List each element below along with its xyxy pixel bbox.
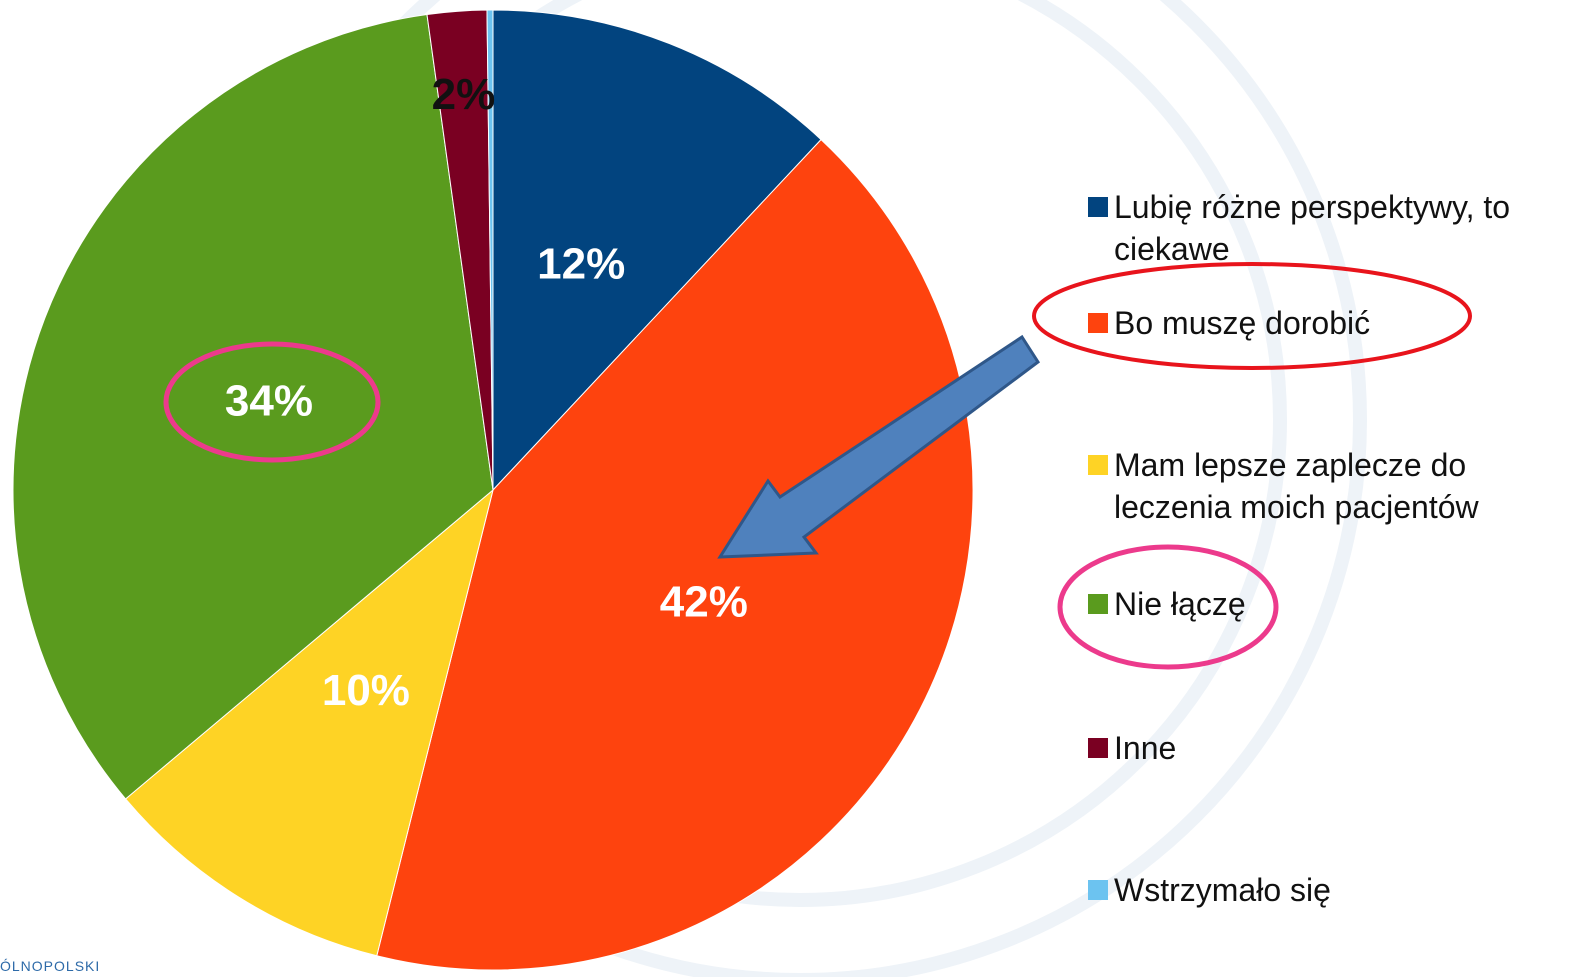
pie-slice xyxy=(492,9,822,492)
pie-slice xyxy=(124,488,494,957)
legend-swatch xyxy=(1088,455,1108,475)
highlight-ellipse xyxy=(1057,544,1279,670)
footer-text: ÓLNOPOLSKI xyxy=(0,958,101,974)
legend-label: Mam lepsze zaplecze do leczenia moich pa… xyxy=(1114,447,1479,525)
legend-label: Lubię różne perspektywy, to ciekawe xyxy=(1114,189,1511,267)
data-label: 12% xyxy=(537,239,625,288)
legend-swatch xyxy=(1088,594,1108,614)
legend-swatch xyxy=(1088,197,1108,217)
legend-item: Nie łączę xyxy=(1082,583,1582,625)
legend-item: Bo muszę dorobić xyxy=(1082,302,1582,344)
legend-item: Mam lepsze zaplecze do leczenia moich pa… xyxy=(1082,444,1582,528)
data-label: 2% xyxy=(432,70,496,119)
pie-slice xyxy=(12,13,494,800)
legend-label: Nie łączę xyxy=(1114,586,1246,622)
legend-swatch xyxy=(1088,738,1108,758)
highlight-ellipse xyxy=(1032,262,1472,370)
data-label: 34% xyxy=(225,377,313,426)
legend-swatch xyxy=(1088,880,1108,900)
pie-slice xyxy=(376,138,974,971)
legend-label: Inne xyxy=(1114,730,1177,766)
legend-item: Wstrzymało się xyxy=(1082,869,1582,911)
arrow xyxy=(717,334,1041,559)
pie-slice xyxy=(486,9,494,491)
legend-item: Inne xyxy=(1082,727,1582,769)
highlight-ellipse xyxy=(163,341,381,463)
data-label: 42% xyxy=(660,577,748,626)
legend-label: Wstrzymało się xyxy=(1114,872,1331,908)
legend-swatch xyxy=(1088,313,1108,333)
legend-label: Bo muszę dorobić xyxy=(1114,305,1371,341)
data-labels: 12% 42% 10% 34% 2% xyxy=(225,70,748,715)
data-label: 10% xyxy=(322,666,410,715)
legend-item: Lubię różne perspektywy, to ciekawe xyxy=(1082,186,1582,270)
pie xyxy=(12,9,974,971)
